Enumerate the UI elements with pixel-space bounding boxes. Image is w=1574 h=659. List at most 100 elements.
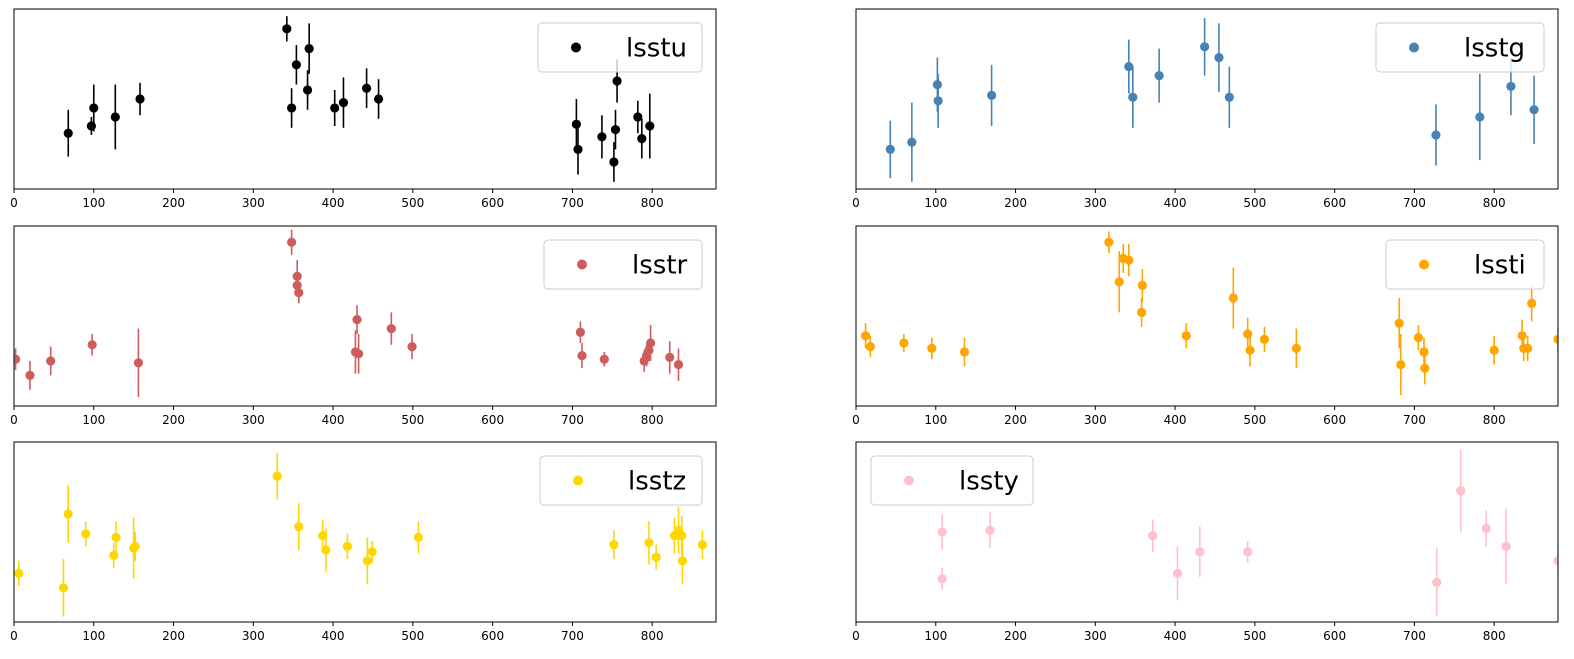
data-point-8 [302, 85, 313, 95]
data-point-9 [294, 522, 304, 532]
legend: lsstz [539, 455, 703, 506]
axes-frame [13, 225, 717, 407]
data-point-0 [937, 527, 947, 537]
x-tick-label-0: 0 [10, 629, 18, 643]
data-marks [14, 229, 684, 397]
x-tick-label-8: 800 [1483, 413, 1506, 427]
data-point-10 [352, 315, 362, 325]
data-point-17 [644, 538, 654, 548]
data-point-18 [1396, 360, 1406, 370]
data-point-8 [272, 471, 282, 481]
data-point-13 [407, 342, 417, 352]
data-point-13 [1243, 329, 1253, 339]
data-point-0 [14, 354, 21, 364]
data-point-1 [937, 574, 947, 584]
data-point-22 [1489, 345, 1499, 355]
legend: lsstu [537, 22, 703, 73]
data-marks [63, 16, 655, 182]
data-point-18 [651, 552, 661, 562]
x-tick-label-6: 600 [1323, 413, 1346, 427]
x-tick-label-7: 700 [561, 196, 584, 210]
data-point-18 [610, 125, 621, 135]
data-point-8 [1200, 42, 1210, 52]
x-tick-label-4: 400 [1164, 196, 1187, 210]
x-tick-label-8: 800 [1483, 196, 1506, 210]
x-tick-label-6: 600 [481, 196, 504, 210]
legend-frame [539, 455, 703, 506]
x-tick-label-8: 800 [641, 413, 664, 427]
x-tick-label-5: 500 [1243, 196, 1266, 210]
data-point-20 [633, 112, 643, 122]
data-point-21 [1420, 363, 1430, 373]
data-point-9 [1136, 307, 1147, 317]
data-point-2 [899, 338, 909, 348]
x-tick-label-5: 500 [401, 413, 424, 427]
legend-marker [1409, 42, 1419, 53]
x-tick-label-2: 200 [1004, 629, 1027, 643]
x-tick-label-5: 500 [1243, 629, 1266, 643]
x-tick-label-7: 700 [1403, 196, 1426, 210]
legend-frame [1385, 239, 1545, 290]
data-point-12 [386, 324, 396, 334]
data-point-5 [1195, 547, 1205, 557]
data-point-10 [1501, 541, 1511, 552]
data-point-14 [367, 547, 377, 557]
data-point-2 [89, 103, 99, 113]
subplot-lssty: 0 100 200 300 400 500 600 700 800 lssty [852, 441, 1559, 643]
data-point-4 [135, 94, 145, 104]
data-point-22 [673, 360, 684, 370]
data-point-11 [321, 545, 331, 555]
legend-frame [543, 239, 703, 290]
data-point-15 [1259, 334, 1270, 344]
data-point-2 [63, 509, 73, 519]
data-point-14 [571, 119, 581, 129]
legend-frame [537, 22, 703, 73]
legend-marker [904, 475, 914, 486]
data-point-10 [318, 531, 328, 541]
axes-frame [13, 8, 717, 190]
x-tick-label-6: 600 [1323, 196, 1346, 210]
legend-label: lssty [959, 467, 1019, 497]
legend: lsstg [1375, 22, 1545, 73]
data-point-15 [573, 144, 583, 154]
legend-marker [571, 42, 581, 53]
data-point-14 [575, 327, 585, 337]
data-point-12 [342, 541, 353, 552]
data-point-3 [933, 96, 943, 106]
data-point-12 [361, 83, 372, 93]
data-point-2 [46, 356, 56, 366]
x-tick-label-4: 400 [1164, 413, 1187, 427]
x-tick-label-5: 500 [1243, 413, 1266, 427]
data-point-22 [677, 556, 688, 566]
legend-label: lsstu [626, 34, 687, 64]
data-point-5 [287, 237, 297, 247]
x-tick-label-1: 100 [924, 196, 947, 210]
legend-label: lssti [1474, 251, 1526, 281]
x-tick-label-4: 400 [322, 629, 345, 643]
data-point-9 [1214, 53, 1224, 63]
data-point-0 [14, 568, 24, 579]
data-point-3 [87, 340, 97, 350]
data-point-21 [677, 531, 687, 541]
data-point-11 [1431, 130, 1441, 140]
legend-marker [573, 475, 583, 486]
legend-marker [577, 259, 587, 270]
data-point-5 [282, 24, 292, 34]
data-point-1 [25, 370, 35, 380]
x-tick-label-1: 100 [82, 196, 105, 210]
data-point-5 [111, 532, 121, 543]
data-point-4 [987, 90, 997, 100]
x-tick-label-4: 400 [322, 196, 345, 210]
data-point-16 [609, 540, 619, 550]
data-point-21 [665, 352, 675, 362]
data-point-14 [1529, 105, 1539, 115]
x-tick-label-6: 600 [481, 629, 504, 643]
data-point-13 [362, 556, 372, 566]
data-point-1 [907, 137, 917, 147]
data-point-0 [63, 128, 73, 138]
x-tick-label-7: 700 [1403, 413, 1426, 427]
data-point-16 [1291, 343, 1301, 353]
data-point-12 [1228, 293, 1238, 303]
x-tick-label-3: 300 [242, 196, 265, 210]
